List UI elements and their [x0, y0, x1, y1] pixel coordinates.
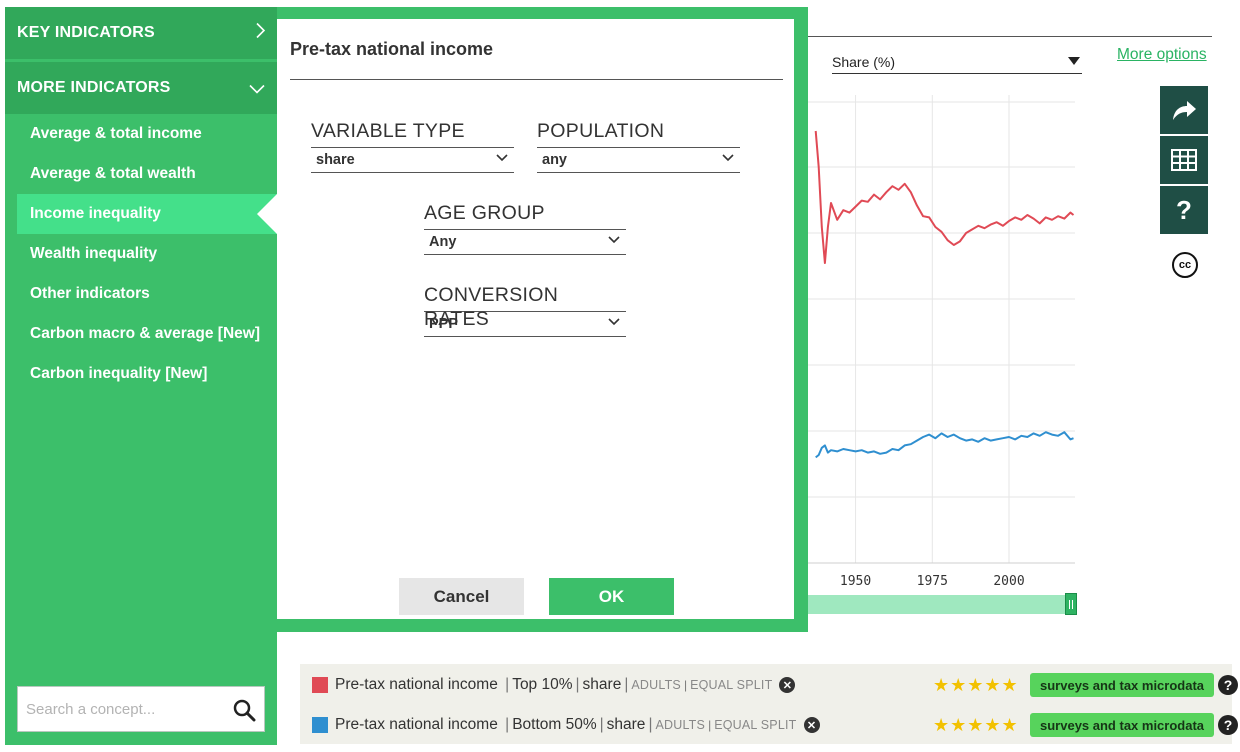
remove-series-icon[interactable]: ✕: [779, 677, 796, 693]
chevron-down-icon: [249, 78, 265, 99]
conversion-rates-select[interactable]: PPP: [424, 312, 626, 337]
x-tick-label: 1975: [917, 574, 948, 589]
population-select[interactable]: any: [537, 148, 740, 173]
age-group-label: AGE GROUP: [424, 201, 626, 230]
table-grid-icon: [1171, 149, 1197, 171]
quality-rating-stars: ★★★★★: [933, 714, 1019, 735]
share-button[interactable]: [1160, 86, 1208, 134]
series-legend: Pre-tax national income | Top 10% | shar…: [300, 664, 1238, 745]
help-icon[interactable]: ?: [1218, 675, 1238, 695]
chevron-down-icon: [608, 236, 620, 244]
chevron-down-icon: [496, 154, 508, 162]
share-unit-select[interactable]: Share (%): [832, 49, 1082, 74]
variable-type-label: VARIABLE TYPE: [311, 119, 514, 148]
more-options-link[interactable]: More options: [1117, 46, 1207, 63]
legend-population: ADULTS: [631, 678, 681, 692]
ok-button[interactable]: OK: [549, 578, 674, 615]
conversion-rates-field: CONVERSION RATES PPP: [424, 283, 626, 337]
x-tick-label: 2000: [993, 574, 1024, 589]
time-range-slider[interactable]: [808, 595, 1077, 614]
sidebar-item-average-total-wealth[interactable]: Average & total wealth: [30, 165, 196, 182]
help-button[interactable]: ?: [1160, 186, 1208, 234]
indicator-dialog: Pre-tax national income VARIABLE TYPE sh…: [277, 7, 808, 632]
remove-series-icon[interactable]: ✕: [803, 717, 820, 733]
help-icon: ?: [1176, 194, 1192, 225]
dialog-title-rule: [290, 79, 783, 80]
legend-population: ADULTS: [655, 718, 706, 732]
source-badge[interactable]: surveys and tax microdata: [1030, 713, 1215, 737]
chevron-down-icon: [608, 318, 620, 326]
age-group-field: AGE GROUP Any: [424, 201, 626, 255]
series-line-top-10: [814, 130, 1075, 264]
series-line-bottom-50: [815, 431, 1074, 459]
legend-series-name: Pre-tax national income: [335, 676, 498, 693]
legend-type: share: [606, 716, 646, 733]
cancel-button[interactable]: Cancel: [399, 578, 524, 615]
line-chart: 1950 1975 2000: [808, 95, 1075, 589]
source-badge[interactable]: surveys and tax microdata: [1030, 673, 1215, 697]
legend-type: share: [582, 676, 622, 693]
time-range-slider-handle[interactable]: [1065, 593, 1077, 615]
sidebar-item-other-indicators[interactable]: Other indicators: [30, 285, 150, 302]
variable-type-field: VARIABLE TYPE share: [311, 119, 514, 173]
conversion-rates-label: CONVERSION RATES: [424, 283, 626, 330]
chevron-right-icon: [255, 22, 266, 44]
variable-type-select[interactable]: share: [311, 148, 514, 173]
concept-search: [17, 686, 265, 732]
legend-group: Top 10%: [512, 676, 573, 693]
chart-top-rule: [808, 36, 1212, 37]
series-color-swatch: [312, 677, 328, 693]
active-notch: [257, 194, 277, 234]
more-indicators-header[interactable]: MORE INDICATORS: [5, 62, 277, 114]
help-icon[interactable]: ?: [1218, 715, 1238, 735]
table-view-button[interactable]: [1160, 136, 1208, 184]
creative-commons-icon[interactable]: cc: [1172, 252, 1198, 278]
sidebar-item-carbon-macro[interactable]: Carbon macro & average [New]: [30, 325, 260, 342]
share-unit-select-value: Share (%): [832, 54, 896, 70]
sidebar-item-income-inequality[interactable]: Income inequality: [17, 194, 277, 234]
sidebar-item-carbon-inequality[interactable]: Carbon inequality [New]: [30, 365, 208, 382]
share-arrow-icon: [1173, 101, 1196, 120]
sidebar-item-average-total-income[interactable]: Average & total income: [30, 125, 202, 142]
legend-row: Pre-tax national income | Top 10% | shar…: [312, 665, 1238, 705]
caret-down-icon: [1068, 57, 1080, 65]
series-color-swatch: [312, 717, 328, 733]
quality-rating-stars: ★★★★★: [933, 674, 1019, 695]
sidebar-item-wealth-inequality[interactable]: Wealth inequality: [30, 245, 158, 262]
dialog-title: Pre-tax national income: [290, 39, 494, 59]
chevron-down-icon: [722, 154, 734, 162]
population-field: POPULATION any: [537, 119, 740, 173]
indicator-sidebar: KEY INDICATORS MORE INDICATORS Average &…: [5, 7, 277, 745]
legend-split: EQUAL SPLIT: [714, 718, 797, 732]
population-label: POPULATION: [537, 119, 740, 148]
legend-split: EQUAL SPLIT: [690, 678, 773, 692]
legend-series-name: Pre-tax national income: [335, 716, 498, 733]
x-tick-label: 1950: [840, 574, 871, 589]
legend-group: Bottom 50%: [512, 716, 597, 733]
key-indicators-header[interactable]: KEY INDICATORS: [5, 7, 277, 59]
search-icon[interactable]: [232, 698, 256, 722]
age-group-select[interactable]: Any: [424, 230, 626, 255]
search-input[interactable]: [18, 700, 223, 718]
legend-row: Pre-tax national income | Bottom 50% | s…: [312, 705, 1238, 745]
dialog-body: Pre-tax national income VARIABLE TYPE sh…: [277, 19, 794, 619]
